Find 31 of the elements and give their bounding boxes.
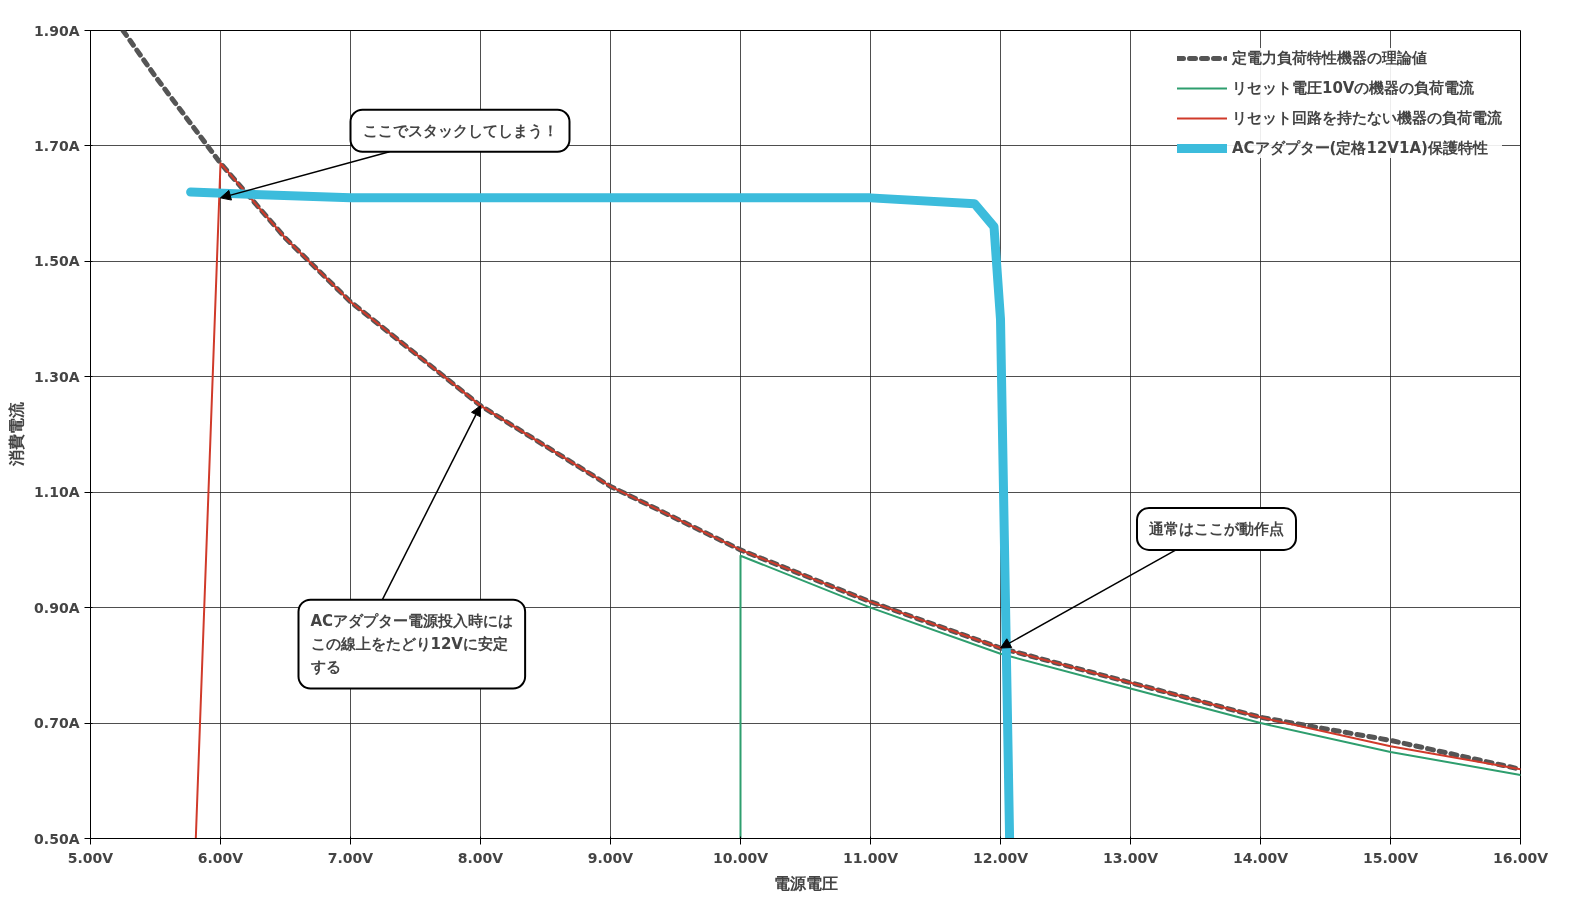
x-tick-label: 9.00V <box>587 849 634 866</box>
y-tick-label: 1.50A <box>34 253 80 270</box>
x-tick-label: 14.00V <box>1232 849 1289 866</box>
y-tick-label: 1.30A <box>34 368 80 385</box>
annotation: 通常はここが動作点 <box>1148 519 1284 538</box>
x-tick-label: 6.00V <box>197 849 244 866</box>
line-series <box>739 554 1521 839</box>
annotation: ACアダプター電源投入時にはこの線上をたどり12Vに安定する <box>309 611 514 677</box>
legend-label: リセット回路を持たない機器の負荷電流 <box>1232 108 1502 128</box>
y-tick-label: 0.70A <box>34 715 80 732</box>
y-axis-title: 消費電流 <box>7 401 27 468</box>
legend-label: リセット電圧10Vの機器の負荷電流 <box>1232 78 1475 98</box>
x-tick-label: 10.00V <box>712 849 769 866</box>
y-tick-label: 1.10A <box>34 484 80 501</box>
y-tick-label: 1.90A <box>34 22 80 39</box>
x-tick-label: 7.00V <box>327 849 374 866</box>
x-tick-label: 5.00V <box>67 849 114 866</box>
x-tick-label: 8.00V <box>457 849 504 866</box>
legend-label: 定電力負荷特性機器の理論値 <box>1232 48 1427 68</box>
x-tick-label: 12.00V <box>972 849 1029 866</box>
legend-label: ACアダプター(定格12V1A)保護特性 <box>1232 138 1488 158</box>
line-series <box>194 162 1521 839</box>
x-axis-title: 電源電圧 <box>773 873 838 893</box>
y-tick-label: 0.50A <box>34 830 80 847</box>
y-tick-label: 0.90A <box>34 599 80 616</box>
annotation: ここでスタックしてしまう！ <box>362 121 558 140</box>
x-tick-label: 16.00V <box>1492 849 1549 866</box>
x-tick-label: 11.00V <box>842 849 899 866</box>
y-tick-label: 1.70A <box>34 137 80 154</box>
x-tick-label: 15.00V <box>1362 849 1419 866</box>
x-tick-label: 13.00V <box>1102 849 1159 866</box>
